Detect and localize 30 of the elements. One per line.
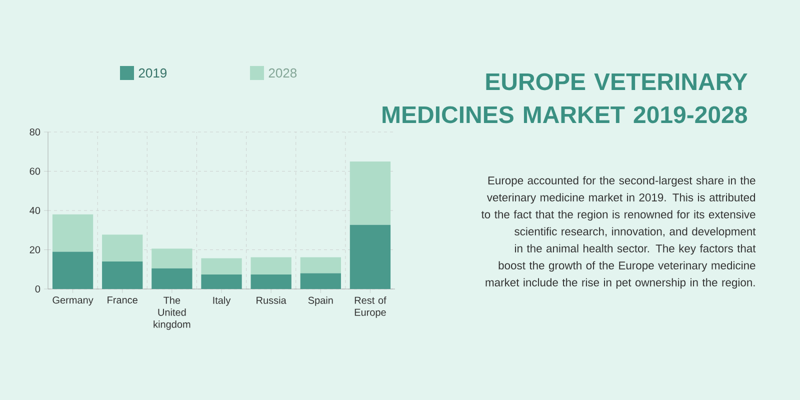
y-tick-label: 60 bbox=[30, 168, 40, 175]
y-tick-label: 0 bbox=[35, 285, 40, 293]
bar bbox=[102, 234, 143, 262]
legend-label: 2019 bbox=[138, 68, 167, 78]
legend-label: 2028 bbox=[268, 68, 297, 78]
bar bbox=[52, 214, 94, 252]
x-tick-label: Rest of Europe bbox=[354, 296, 386, 318]
y-tick-label: 40 bbox=[30, 206, 40, 214]
x-tick-label: Germany bbox=[52, 296, 94, 306]
x-tick-label: The United kingdom bbox=[154, 296, 190, 330]
x-tick-label: Italy bbox=[213, 296, 231, 306]
bar bbox=[350, 224, 391, 289]
bar bbox=[152, 248, 192, 268]
bar bbox=[250, 274, 292, 289]
x-tick-label: Russia bbox=[256, 296, 286, 304]
text: Europe accounted for the second-largest share in the veterinary medicine market in 2019. This is attributed to the fact that the region is renowned for its extensive scientific research, innovation, and development in the animal health sector. The key factors that boost the growth of the Europe veterinary medicine market include the rise in pet ownership in the region. bbox=[481, 176, 756, 289]
bar bbox=[201, 274, 242, 289]
bar bbox=[300, 273, 341, 289]
y-tick-label: 80 bbox=[30, 128, 40, 136]
bar bbox=[152, 268, 192, 289]
x-tick-label: France bbox=[108, 296, 138, 304]
bar bbox=[52, 252, 94, 289]
bar bbox=[300, 257, 341, 274]
y-tick-label: 20 bbox=[30, 246, 40, 254]
bar bbox=[201, 258, 242, 274]
bar bbox=[250, 257, 292, 274]
bar bbox=[102, 262, 143, 289]
x-tick-label: Spain bbox=[308, 296, 333, 306]
bar bbox=[350, 161, 391, 225]
text: EUROPE VETERINARY MEDICINES MARKET 2019-2028 bbox=[382, 73, 748, 124]
